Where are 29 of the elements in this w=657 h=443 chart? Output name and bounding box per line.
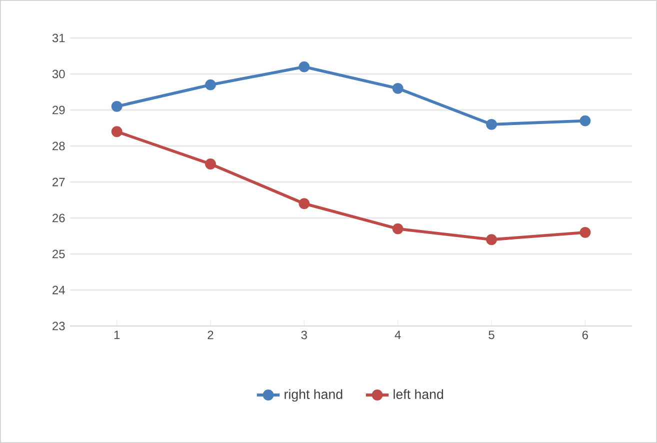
point [486, 234, 497, 246]
x-tick-label: 2 [208, 330, 214, 340]
y-tick-label: 31 [52, 34, 65, 42]
y-tick-label: 30 [52, 70, 65, 78]
point [298, 61, 310, 72]
point [205, 79, 216, 90]
legend-label: left hand [394, 389, 444, 399]
point [298, 198, 310, 210]
point [580, 226, 591, 238]
legend-label: right hand [284, 389, 342, 402]
point [392, 223, 404, 234]
y-tick-label: 25 [52, 250, 65, 258]
point [111, 100, 122, 112]
y-tick-label: 26 [52, 214, 65, 222]
point [486, 118, 497, 130]
x-tick-label: 3 [301, 330, 307, 340]
point [392, 82, 404, 94]
x-tick-label: 6 [582, 330, 588, 340]
x-tick-label: 5 [488, 330, 494, 340]
point [205, 158, 216, 170]
y-tick-label: 29 [52, 106, 65, 114]
x-tick-label: 1 [114, 330, 120, 339]
y-tick-label: 28 [52, 142, 65, 150]
x-tick-label: 4 [394, 330, 401, 339]
y-tick-label: 24 [52, 286, 65, 294]
y-tick-label: 23 [52, 322, 65, 330]
point [580, 115, 591, 126]
y-tick-label: 27 [52, 178, 65, 186]
point [111, 126, 122, 138]
